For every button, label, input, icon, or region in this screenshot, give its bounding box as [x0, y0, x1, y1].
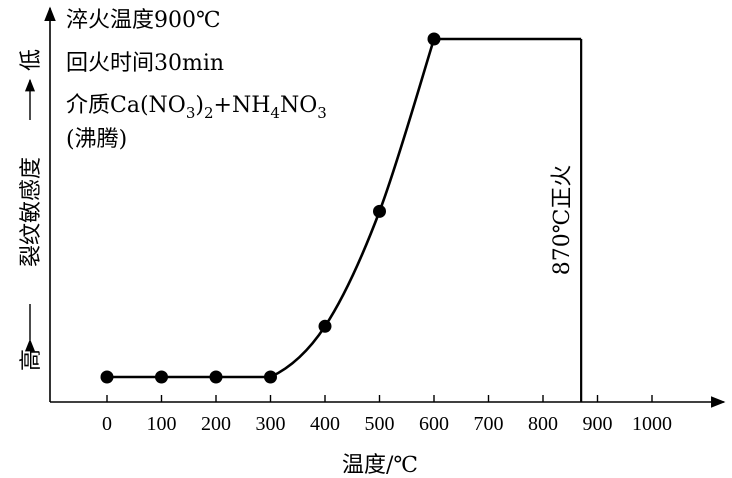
x-tick-label: 900	[583, 413, 613, 435]
x-tick-label: 200	[201, 413, 231, 435]
x-tick-label: 1000	[632, 413, 672, 435]
series-group	[100, 32, 582, 384]
x-tick-label: 700	[474, 413, 504, 435]
x-tick-label: 100	[147, 413, 177, 435]
normalizing-label: 870℃正火	[550, 165, 575, 276]
series-line	[107, 37, 582, 379]
condition-medium: 介质Ca(NO3)2+NH4NO3	[66, 93, 327, 122]
data-point	[264, 370, 277, 384]
y-axis-label-high: 高	[19, 349, 44, 371]
y-axis-label-low: 低	[19, 49, 44, 71]
condition-medium-note: (沸腾)	[66, 127, 127, 152]
data-point	[373, 204, 386, 218]
y-axis-label: 高 裂纹敏感度 低	[19, 49, 44, 371]
x-ticks: 0 100 200 300 400 500 600 700 800 900 1000	[102, 395, 672, 435]
y-axis-label-middle: 裂纹敏感度	[19, 157, 44, 267]
x-tick-label: 0	[102, 413, 112, 435]
x-tick-label: 800	[528, 413, 558, 435]
data-point	[209, 370, 223, 384]
condition-temper-time: 回火时间30min	[66, 51, 224, 76]
data-point	[318, 319, 332, 333]
x-tick-label: 500	[365, 413, 395, 435]
x-axis-title: 温度/℃	[342, 453, 418, 478]
x-tick-label: 300	[256, 413, 286, 435]
data-point	[427, 32, 441, 46]
condition-quench-temp: 淬火温度900℃	[66, 8, 221, 33]
data-point	[155, 370, 168, 384]
x-tick-label: 600	[419, 413, 449, 435]
normalizing-line-group: 870℃正火	[550, 39, 583, 402]
data-point	[100, 370, 114, 384]
x-tick-label: 400	[310, 413, 340, 435]
